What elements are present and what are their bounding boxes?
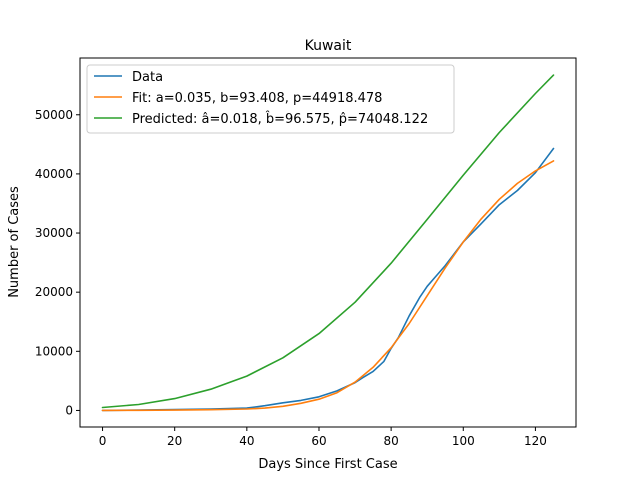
y-tick-label: 50000 xyxy=(35,108,73,122)
y-axis: 0 10000 20000 30000 40000 50000 xyxy=(35,108,80,417)
x-tick-label: 0 xyxy=(99,434,107,448)
legend-box xyxy=(86,64,455,134)
x-axis-label: Days Since First Case xyxy=(258,457,397,472)
chart-title: Kuwait xyxy=(305,38,352,54)
y-tick-label: 40000 xyxy=(35,167,73,181)
y-tick-label: 20000 xyxy=(35,285,73,299)
x-tick-label: 40 xyxy=(239,434,254,448)
series-layer xyxy=(101,74,555,412)
plot-frame xyxy=(79,57,577,428)
x-axis: 0 20 40 60 80 100 120 xyxy=(99,427,547,448)
series-line-0 xyxy=(101,147,555,412)
series-line-2 xyxy=(101,74,555,409)
x-tick-label: 60 xyxy=(311,434,326,448)
legend-label-1: Fit: a=0.035, b=93.408, p=44918.478 xyxy=(132,91,382,106)
y-tick-label: 30000 xyxy=(35,226,73,240)
x-tick-label: 80 xyxy=(383,434,398,448)
y-axis-label: Number of Cases xyxy=(7,186,22,298)
legend-label-0: Data xyxy=(132,70,163,85)
y-tick-label: 10000 xyxy=(35,344,73,358)
x-tick-label: 20 xyxy=(167,434,182,448)
legend-label-2: Predicted: â=0.018, b̂=96.575, p̂=74048.… xyxy=(132,112,428,127)
legend: Data Fit: a=0.035, b=93.408, p=44918.478 P… xyxy=(86,64,455,134)
series-line-1 xyxy=(101,160,555,412)
y-tick-label: 0 xyxy=(65,403,73,417)
x-tick-label: 100 xyxy=(452,434,475,448)
x-tick-label: 120 xyxy=(524,434,547,448)
